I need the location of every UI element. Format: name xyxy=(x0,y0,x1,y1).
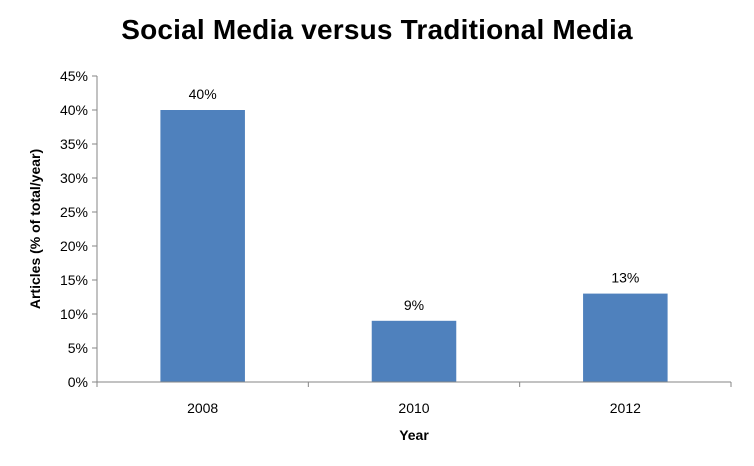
y-tick-label: 15% xyxy=(60,272,88,288)
y-tick-label: 5% xyxy=(68,340,88,356)
y-tick-label: 25% xyxy=(60,204,88,220)
y-tick-label: 0% xyxy=(68,374,88,390)
y-tick-label: 40% xyxy=(60,102,88,118)
bar-2008 xyxy=(160,110,245,382)
y-axis-ticks: 0% 5% 10% 15% 20% 25% 30% 35% 40% 45% xyxy=(60,68,97,390)
x-axis-title: Year xyxy=(399,427,429,443)
bar-2012 xyxy=(583,293,668,382)
bar-2010 xyxy=(371,320,457,382)
x-tick-label: 2012 xyxy=(610,400,641,416)
y-tick-label: 45% xyxy=(60,68,88,84)
y-axis-title: Articles (% of total/year) xyxy=(27,149,43,309)
chart-title: Social Media versus Traditional Media xyxy=(121,14,633,45)
data-label-2010: 9% xyxy=(404,297,424,313)
y-tick-label: 10% xyxy=(60,306,88,322)
data-labels: 40% 9% 13% xyxy=(189,86,640,313)
bars xyxy=(160,110,668,382)
y-tick-label: 20% xyxy=(60,238,88,254)
y-tick-label: 35% xyxy=(60,136,88,152)
data-label-2012: 13% xyxy=(611,270,639,286)
data-label-2008: 40% xyxy=(189,86,217,102)
x-axis-ticks: 2008 2010 2012 xyxy=(96,382,732,416)
x-tick-label: 2008 xyxy=(187,400,218,416)
x-tick-label: 2010 xyxy=(398,400,429,416)
y-tick-label: 30% xyxy=(60,170,88,186)
